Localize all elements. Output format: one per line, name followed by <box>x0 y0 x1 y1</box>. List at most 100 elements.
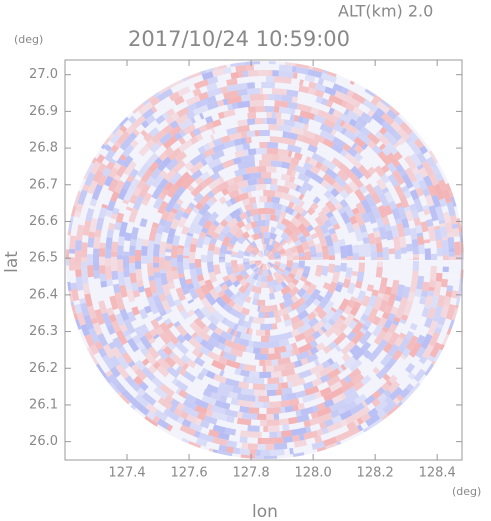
echo-cell <box>426 156 437 168</box>
echo-cell <box>141 120 150 129</box>
echo-cell <box>361 324 369 332</box>
echo-cell <box>169 405 177 413</box>
echo-cell <box>222 351 237 362</box>
echo-cell <box>140 169 153 183</box>
y-tick-label: 26.6 <box>29 214 58 229</box>
echo-cell <box>278 267 285 273</box>
echo-cell <box>291 66 297 73</box>
echo-cell <box>88 231 96 239</box>
echo-cell <box>415 187 425 197</box>
echo-cell <box>291 170 297 177</box>
echo-cell <box>292 404 299 412</box>
echo-cell <box>263 93 269 100</box>
echo-cell <box>340 380 355 393</box>
echo-cell <box>279 331 293 341</box>
echo-cell <box>372 366 381 375</box>
echo-cell <box>155 315 163 322</box>
echo-cell <box>117 254 124 260</box>
echo-cell <box>374 130 383 139</box>
echo-cell <box>424 295 434 307</box>
echo-cell <box>207 305 216 315</box>
echo-cell <box>382 400 397 415</box>
echo-cell <box>294 439 307 448</box>
echo-cell <box>89 160 102 175</box>
echo-cell <box>242 258 250 263</box>
echo-cell <box>100 280 108 288</box>
echo-cell <box>183 371 196 383</box>
echo-cell <box>307 144 318 154</box>
echo-cell <box>348 319 358 330</box>
echo-cell <box>223 109 236 118</box>
echo-cell <box>367 294 378 308</box>
echo-cell <box>187 223 198 235</box>
echo-cell <box>428 205 439 222</box>
echo-cell <box>123 318 136 335</box>
echo-cell <box>212 219 220 227</box>
echo-cell <box>327 71 337 78</box>
echo-cell <box>217 432 230 441</box>
echo-cell <box>386 162 397 173</box>
echo-cell <box>67 230 72 236</box>
echo-cell <box>115 363 130 380</box>
echo-cell <box>312 320 325 332</box>
echo-cell <box>101 312 113 327</box>
echo-cell <box>367 348 381 363</box>
echo-cell <box>92 169 103 183</box>
echo-cell <box>148 226 158 242</box>
echo-cell <box>220 135 231 144</box>
echo-cell <box>321 245 328 250</box>
echo-cell <box>261 81 275 89</box>
echo-cell <box>259 88 263 95</box>
echo-cell <box>339 378 347 386</box>
echo-cell <box>280 253 287 257</box>
echo-cell <box>282 424 290 432</box>
echo-cell <box>314 271 322 278</box>
echo-cell <box>295 268 304 278</box>
echo-cell <box>314 83 327 93</box>
echo-cell <box>451 223 459 229</box>
echo-cell <box>281 430 292 438</box>
echo-cell <box>157 178 169 190</box>
echo-cell <box>129 132 138 140</box>
echo-cell <box>168 125 182 137</box>
echo-cell <box>220 330 234 342</box>
echo-cell <box>312 196 321 205</box>
echo-cell <box>189 321 203 335</box>
echo-cell <box>177 262 184 274</box>
echo-cell <box>280 231 290 242</box>
echo-cell <box>177 86 191 97</box>
echo-cell <box>439 222 446 228</box>
echo-cell <box>311 152 326 164</box>
echo-cell <box>248 371 260 378</box>
echo-cell <box>224 378 240 388</box>
echo-cell <box>306 207 316 216</box>
echo-cell <box>280 281 288 289</box>
echo-cell <box>279 155 292 164</box>
echo-cell <box>212 68 225 78</box>
echo-cell <box>259 359 265 366</box>
echo-cell <box>240 186 247 194</box>
echo-cell <box>109 381 120 394</box>
echo-cell <box>166 340 177 351</box>
echo-cell <box>374 165 386 178</box>
echo-cell <box>104 144 112 152</box>
echo-cell <box>287 201 295 209</box>
echo-cell <box>79 297 86 305</box>
echo-cell <box>273 241 281 249</box>
echo-cell <box>378 134 391 146</box>
echo-cell <box>381 164 390 174</box>
echo-cell <box>434 172 444 182</box>
echo-cell <box>164 355 177 368</box>
echo-cell <box>141 199 149 206</box>
echo-cell <box>238 292 248 302</box>
echo-cell <box>255 106 265 113</box>
echo-cell <box>75 240 82 251</box>
echo-cell <box>241 160 256 169</box>
echo-cell <box>401 218 410 229</box>
echo-cell <box>332 83 343 93</box>
echo-cell <box>170 218 180 230</box>
echo-cell <box>132 186 142 197</box>
echo-cell <box>380 277 388 288</box>
echo-cell <box>188 287 199 300</box>
y-tick-label: 26.0 <box>29 434 58 449</box>
